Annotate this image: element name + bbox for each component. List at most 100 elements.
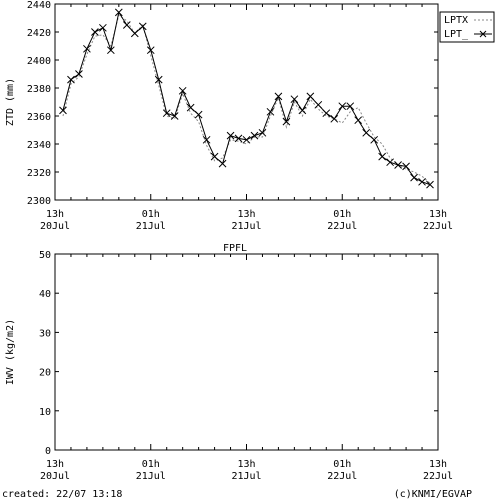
ztd-series-marker — [378, 152, 386, 161]
ztd-series-marker — [354, 116, 363, 125]
iwv-y-tick-label: 10 — [39, 407, 51, 418]
ztd-y-tick-label: 2360 — [27, 112, 51, 123]
ztd-x-tick-date: 21Jul — [136, 221, 166, 232]
ztd-y-tick-label: 2300 — [27, 196, 51, 207]
ztd-series-marker — [162, 109, 171, 118]
ztd-y-tick-label: 2440 — [27, 0, 51, 11]
ztd-series-marker — [322, 109, 331, 118]
ztd-series-line-0 — [62, 14, 431, 184]
ztd-series-marker — [122, 21, 131, 29]
ztd-series-marker — [250, 131, 259, 140]
ztd-legend: LPTX LPT_ — [439, 11, 495, 43]
ztd-x-tick-date: 21Jul — [231, 221, 261, 232]
ztd-series-marker — [346, 102, 355, 111]
credit-text: (c)KNMI/EGVAP — [394, 489, 472, 500]
iwv-x-tick-hour: 13h — [237, 459, 255, 470]
iwv-y-tick-label: 30 — [39, 328, 51, 339]
ztd-series-marker — [410, 173, 418, 182]
ztd-series-marker — [234, 134, 243, 143]
ztd-series-marker — [186, 103, 195, 112]
ztd-series-marker — [210, 152, 219, 161]
ztd-series-marker — [154, 75, 163, 84]
ztd-series-marker — [242, 135, 251, 144]
ztd-x-tick-hour: 01h — [333, 209, 351, 220]
ztd-series-marker — [75, 70, 83, 78]
ztd-series-marker — [274, 92, 283, 101]
ztd-series-line-1 — [62, 11, 431, 186]
ztd-series-marker — [426, 180, 434, 189]
ztd-series-marker — [330, 114, 339, 123]
ztd-series-marker — [258, 128, 267, 137]
iwv-x-tick-date: 20Jul — [40, 471, 70, 482]
ztd-x-tick-date: 22Jul — [423, 221, 453, 232]
ztd-series-marker — [170, 112, 179, 120]
ztd-series-marker — [282, 117, 291, 126]
ztd-x-tick-hour: 13h — [46, 209, 64, 220]
ztd-y-tick-label: 2340 — [27, 140, 51, 151]
ztd-series-marker — [107, 46, 115, 55]
iwv-y-tick-label: 50 — [39, 250, 51, 261]
ztd-series-marker — [314, 100, 323, 109]
iwv-title: FPFL — [223, 243, 247, 254]
ztd-series-marker — [226, 131, 235, 140]
ztd-y-tick-label: 2400 — [27, 56, 51, 67]
ztd-series-marker — [91, 28, 99, 36]
iwv-x-tick-date: 21Jul — [231, 471, 261, 482]
iwv-x-tick-hour: 13h — [429, 459, 447, 470]
iwv-x-tick-hour: 01h — [142, 459, 160, 470]
ztd-x-tick-hour: 13h — [237, 209, 255, 220]
iwv-plot-frame — [54, 253, 439, 451]
iwv-x-tick-date: 22Jul — [423, 471, 453, 482]
ztd-y-tick-label: 2320 — [27, 168, 51, 179]
iwv-x-tick-date: 22Jul — [327, 471, 357, 482]
ztd-x-tick-hour: 13h — [429, 209, 447, 220]
ztd-plot-frame — [54, 3, 439, 201]
ztd-series-marker — [99, 23, 107, 32]
legend-box — [439, 11, 495, 43]
ztd-y-tick-label: 2380 — [27, 84, 51, 95]
ztd-series-marker — [218, 159, 227, 168]
ztd-series-marker — [402, 162, 410, 171]
ztd-series-marker — [370, 135, 379, 144]
iwv-x-tick-hour: 13h — [46, 459, 64, 470]
ztd-series-marker — [418, 177, 426, 186]
iwv-y-tick-label: 20 — [39, 368, 51, 379]
ztd-series-marker — [83, 44, 91, 53]
ztd-series-marker — [362, 128, 371, 137]
ztd-series-marker — [290, 95, 299, 104]
ztd-x-tick-date: 20Jul — [40, 221, 70, 232]
ztd-series-marker — [178, 86, 187, 95]
ztd-series-marker — [59, 106, 67, 115]
ztd-series-marker — [298, 106, 307, 115]
legend-label-lptx: LPTX — [444, 15, 468, 26]
ztd-series-marker — [338, 102, 347, 111]
ztd-series-marker — [114, 8, 123, 17]
ztd-x-tick-date: 22Jul — [327, 221, 357, 232]
iwv-x-tick-date: 21Jul — [136, 471, 166, 482]
iwv-y-axis: 0 10 20 30 40 50 — [39, 250, 438, 457]
ztd-series-group — [59, 8, 434, 189]
ztd-series-marker — [67, 75, 75, 84]
ztd-series-marker — [394, 161, 402, 169]
ztd-y-tick-label: 2420 — [27, 28, 51, 39]
ztd-series-marker — [266, 107, 275, 116]
iwv-y-axis-label: IWV (kg/m2) — [5, 319, 16, 385]
iwv-x-tick-hour: 01h — [333, 459, 351, 470]
created-timestamp: created: 22/07 13:18 — [2, 489, 122, 500]
ztd-series-marker — [138, 22, 147, 31]
ztd-series-marker — [306, 92, 315, 101]
legend-label-lpt: LPT_ — [444, 29, 469, 40]
ztd-y-axis: 2300 2320 2340 2360 2380 2400 2420 2440 — [27, 0, 438, 207]
iwv-y-tick-label: 0 — [45, 446, 51, 457]
iwv-y-tick-label: 40 — [39, 289, 51, 300]
ztd-series-marker — [130, 29, 139, 38]
ztd-series-marker — [202, 135, 211, 144]
legend-marker-lpt — [479, 30, 487, 38]
ztd-series-marker — [146, 46, 155, 55]
ztd-y-axis-label: ZTD (mm) — [5, 78, 16, 126]
